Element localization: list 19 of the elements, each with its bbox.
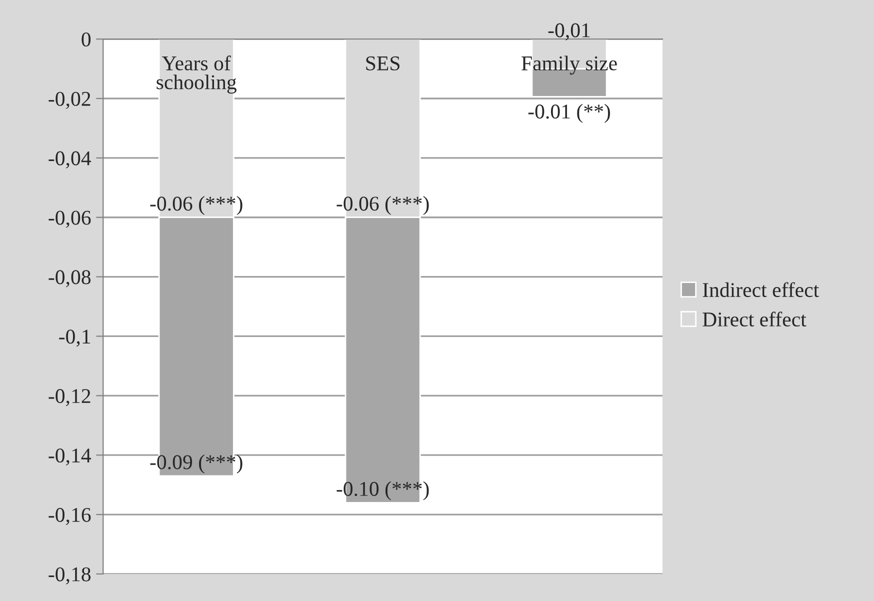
y-tick-label: -0,1 xyxy=(59,330,90,347)
data-label: -0.06 (***) xyxy=(150,196,242,215)
y-tick-label: -0,12 xyxy=(48,389,90,406)
y-tick-label: 0 xyxy=(82,32,91,46)
y-tick-label: -0,18 xyxy=(48,567,91,584)
y-tick-label: -0,08 xyxy=(48,270,91,288)
legend-label: Direct effect xyxy=(702,312,806,327)
data-label: -0.01 (**) xyxy=(528,104,610,123)
x-tick-label: Family size xyxy=(522,56,617,75)
y-tick-label: -0,14 xyxy=(48,448,91,466)
y-tick-label: -0,02 xyxy=(48,92,90,109)
y-tick-label: -0,04 xyxy=(48,151,91,168)
data-label: -0,01 xyxy=(548,23,590,40)
y-tick-label: -0,16 xyxy=(48,508,91,525)
legend-label: Indirect effect xyxy=(702,282,819,298)
x-tick-label: SES xyxy=(366,56,400,70)
x-tick-label: Years of schooling xyxy=(156,56,236,94)
y-tick-label: -0,06 xyxy=(48,210,91,228)
data-label: -0.06 (***) xyxy=(336,196,429,215)
